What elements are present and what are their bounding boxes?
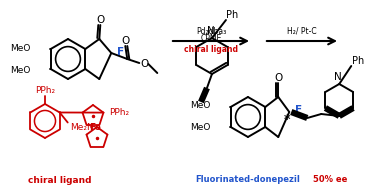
Text: N: N [334,72,342,82]
Text: Ph: Ph [352,56,364,66]
Text: 50% ee: 50% ee [313,175,347,184]
Text: MeO: MeO [190,101,211,111]
Text: F: F [295,105,302,115]
Text: Fe: Fe [89,123,101,132]
Text: F: F [117,47,124,57]
Text: chiral ligand: chiral ligand [28,177,92,185]
Text: Pd₂dba₃: Pd₂dba₃ [196,26,226,36]
Text: chiral ligand: chiral ligand [184,44,238,53]
Text: O: O [96,15,104,25]
Text: Me₂N: Me₂N [70,123,93,132]
Text: MeO: MeO [10,43,31,53]
Text: PPh₂: PPh₂ [35,85,55,94]
Text: MeO: MeO [10,66,31,74]
Text: O: O [140,59,149,69]
Text: MeO: MeO [190,123,211,132]
Text: O: O [121,36,130,46]
Text: PPh₂: PPh₂ [109,108,129,118]
Text: N: N [207,26,215,36]
Text: Ph: Ph [226,10,238,20]
Text: Fluorinated-donepezil: Fluorinated-donepezil [196,175,300,184]
Text: H₂/ Pt-C: H₂/ Pt-C [287,26,317,36]
Text: *: * [284,114,291,126]
Text: CPME: CPME [200,33,222,43]
Text: O: O [274,73,283,83]
